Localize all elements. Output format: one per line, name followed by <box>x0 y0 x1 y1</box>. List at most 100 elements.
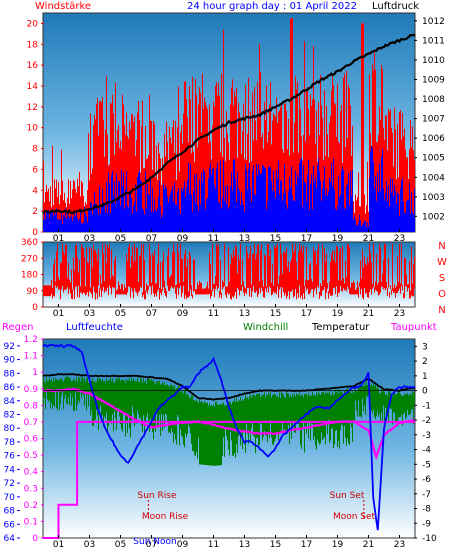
rain-y-axis-tick-label: 0.5 <box>24 451 38 461</box>
pressure-y-axis-tick-label: 1006 <box>422 134 445 144</box>
humidity-y-axis-tick-label: 82 <box>4 410 15 420</box>
sun-rise-label: Sun Rise <box>138 491 177 501</box>
wind-x-axis-tick-label: 13 <box>239 234 250 244</box>
chart-title: 24 hour graph day : 01 April 2022 <box>187 1 357 12</box>
wind-y-axis-tick-label: 14 <box>27 82 39 92</box>
compass-n-top: N <box>438 241 445 252</box>
wind-y-axis-tick-label: 18 <box>27 40 39 50</box>
temp-x-axis-tick-label: 09 <box>177 540 189 550</box>
humidity-y-axis-tick-label: 68 <box>4 507 16 517</box>
wind-x-axis-tick-label: 23 <box>394 234 405 244</box>
temperature-legend: Temperatur <box>311 322 370 333</box>
pressure-y-axis-tick-label: 1009 <box>422 75 445 85</box>
humidity-y-axis-tick-label: 90 <box>4 356 16 366</box>
temp-y-axis-tick-label: -10 <box>422 534 437 544</box>
direction-x-axis-tick-label: 23 <box>394 309 405 319</box>
wind-y-axis-tick-label: 4 <box>32 186 38 196</box>
wind-x-axis-tick-label: 15 <box>270 234 281 244</box>
wind-y-axis-tick-label: 10 <box>27 124 39 134</box>
wind-x-axis-tick-label: 03 <box>84 234 95 244</box>
pressure-y-axis-tick-label: 1011 <box>422 36 445 46</box>
temp-y-axis-tick-label: -4 <box>422 446 431 456</box>
temp-x-axis-tick-label: 13 <box>239 540 250 550</box>
direction-y-axis-tick-label: 180 <box>21 271 38 281</box>
direction-x-axis-tick-label: 07 <box>146 309 157 319</box>
humidity-line <box>42 343 416 531</box>
wind-x-axis-tick-label: 11 <box>208 234 219 244</box>
compass-w: W <box>437 257 447 268</box>
wind-x-axis-tick-label: 09 <box>177 234 189 244</box>
pressure-y-axis-tick-label: 1012 <box>422 17 445 27</box>
temp-y-axis-tick-label: -9 <box>422 519 431 529</box>
wind-y-axis-tick-label: 6 <box>32 165 38 175</box>
temp-x-axis-tick-label: 01 <box>53 540 64 550</box>
rain-y-axis-tick-label: 1.2 <box>24 335 38 345</box>
humidity-y-axis-tick-label: 78 <box>4 438 16 448</box>
wind-y-axis-tick-label: 0 <box>32 228 38 238</box>
pressure-y-axis-tick-label: 1002 <box>422 212 445 222</box>
pressure-y-axis-tick-label: 1003 <box>422 193 445 203</box>
sun-noon-label: Sun Noon <box>133 537 176 547</box>
rain-y-axis-tick-label: 0.7 <box>24 418 38 428</box>
sun-set-label: Sun Set <box>330 491 365 501</box>
direction-x-axis-tick-label: 15 <box>270 309 281 319</box>
pressure-y-axis-tick-label: 1005 <box>422 154 445 164</box>
humidity-y-axis-tick-label: 86 <box>4 383 16 393</box>
rain-y-axis-tick-label: 0 <box>32 534 38 544</box>
rain-line <box>43 420 415 539</box>
wind-y-axis-tick-label: 16 <box>27 61 39 71</box>
moon-set-label: Moon Set <box>333 512 376 522</box>
humidity-y-axis-tick-label: 88 <box>4 369 16 379</box>
wind-y-axis-tick-label: 2 <box>32 207 38 217</box>
humidity-y-axis-tick-label: 80 <box>4 424 16 434</box>
pressure-y-axis-tick-label: 1008 <box>422 95 445 105</box>
direction-x-axis-tick-label: 13 <box>239 309 250 319</box>
direction-x-axis-tick-label: 21 <box>363 309 374 319</box>
wind-layer <box>42 18 416 232</box>
rain-axis-title: Regen <box>2 322 34 333</box>
humidity-y-axis-tick-label: 66 <box>4 520 16 530</box>
wind-x-axis-tick-label: 01 <box>53 234 64 244</box>
pressure-y-axis-tick-label: 1007 <box>422 115 445 125</box>
temp-x-axis-tick-label: 07 <box>146 540 157 550</box>
humidity-y-axis-tick-label: 84 <box>4 397 16 407</box>
pressure-y-axis-tick-label: 1004 <box>422 173 445 183</box>
direction-x-axis-tick-label: 19 <box>332 309 344 319</box>
temp-y-axis-tick-label: 0 <box>422 387 428 397</box>
compass-o: O <box>438 289 446 300</box>
wind-x-axis-tick-label: 07 <box>146 234 157 244</box>
wind-x-axis-tick-label: 21 <box>363 234 374 244</box>
humidity-y-axis-tick-label: 92 <box>4 342 15 352</box>
temp-x-axis-tick-label: 15 <box>270 540 281 550</box>
direction-y-axis-tick-label: 0 <box>32 303 38 313</box>
direction-x-axis-tick-label: 09 <box>177 309 189 319</box>
pressure-line <box>42 33 416 215</box>
wind-x-axis-tick-label: 17 <box>301 234 312 244</box>
temp-x-axis-tick-label: 03 <box>84 540 95 550</box>
humidity-y-axis-tick-label: 72 <box>4 479 15 489</box>
temp-y-axis-tick-label: -1 <box>422 401 431 411</box>
humidity-y-axis-tick-label: 74 <box>4 465 16 475</box>
temp-y-axis-tick-label: -6 <box>422 475 431 485</box>
rain-y-axis-tick-label: 0.1 <box>24 517 38 527</box>
temp-y-axis-tick-label: 3 <box>422 342 428 352</box>
temp-x-axis-tick-label: 21 <box>363 540 374 550</box>
axes-layer: 0246810121416182010021003100410051006100… <box>4 17 446 550</box>
wind-y-axis-tick-label: 20 <box>27 19 39 29</box>
rain-y-axis-tick-label: 0.2 <box>24 501 38 511</box>
temp-x-axis-tick-label: 11 <box>208 540 219 550</box>
temp-y-axis-tick-label: -5 <box>422 460 431 470</box>
wind-x-axis-tick-label: 05 <box>115 234 126 244</box>
direction-x-axis-tick-label: 17 <box>301 309 312 319</box>
temperature-layer <box>42 343 416 539</box>
rain-y-axis-tick-label: 1.1 <box>24 352 38 362</box>
wind-y-axis-tick-label: 8 <box>32 145 38 155</box>
temp-y-axis-tick-label: -7 <box>422 490 431 500</box>
temp-x-axis-tick-label: 23 <box>394 540 405 550</box>
pressure-y-axis-tick-label: 1010 <box>422 56 445 66</box>
direction-x-axis-tick-label: 11 <box>208 309 219 319</box>
humidity-y-axis-tick-label: 70 <box>4 493 16 503</box>
temp-x-axis-tick-label: 17 <box>301 540 312 550</box>
rain-y-axis-tick-label: 0.4 <box>24 468 39 478</box>
